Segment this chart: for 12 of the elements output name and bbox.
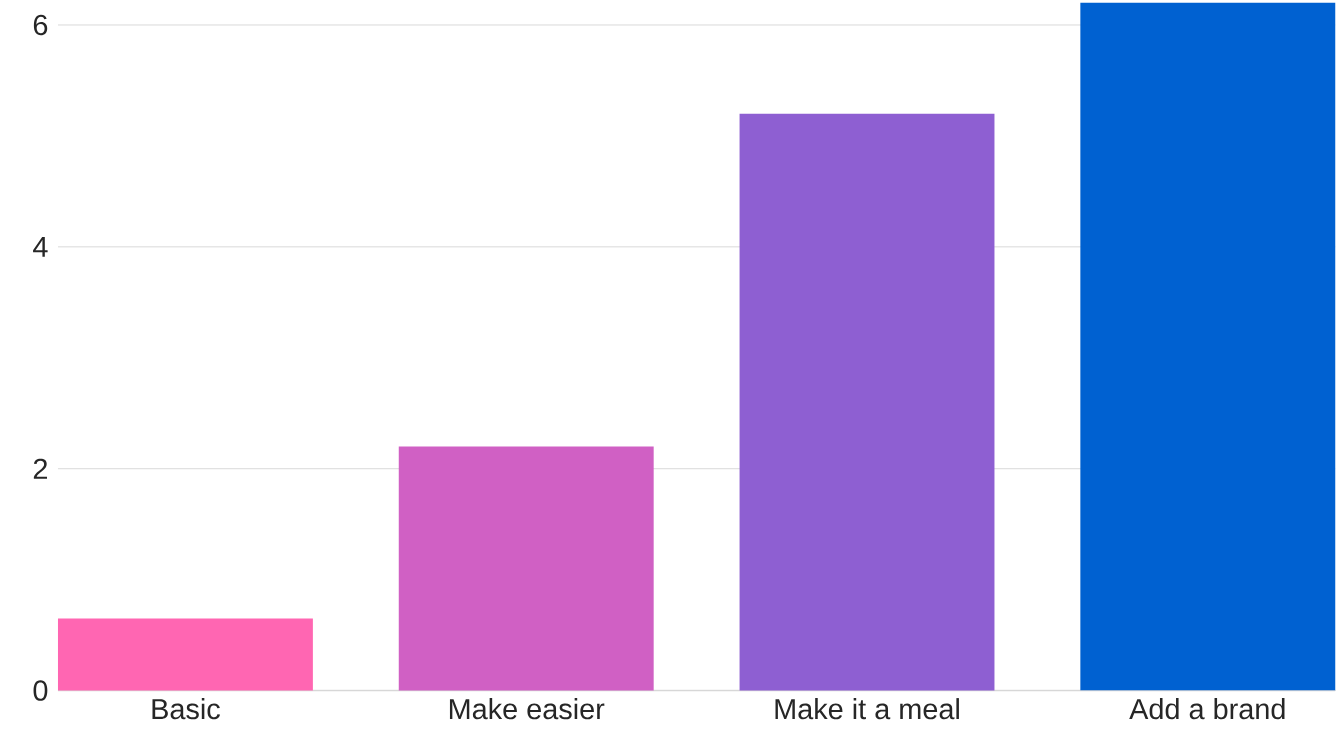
bar [739, 113, 995, 691]
y-tick-label: 4 [33, 237, 48, 257]
bar [398, 446, 654, 691]
y-tick-label: 2 [33, 458, 48, 480]
y-tick-label: 0 [33, 680, 48, 702]
x-tick-label: Make it a meal [775, 698, 959, 720]
bar [57, 618, 313, 691]
y-tick-label: 6 [33, 14, 48, 36]
x-tick-label: Make easier [449, 698, 605, 720]
x-tick-label: Basic [152, 698, 220, 720]
x-tick-label: Add a brand [1129, 698, 1285, 720]
bar [1080, 3, 1336, 691]
